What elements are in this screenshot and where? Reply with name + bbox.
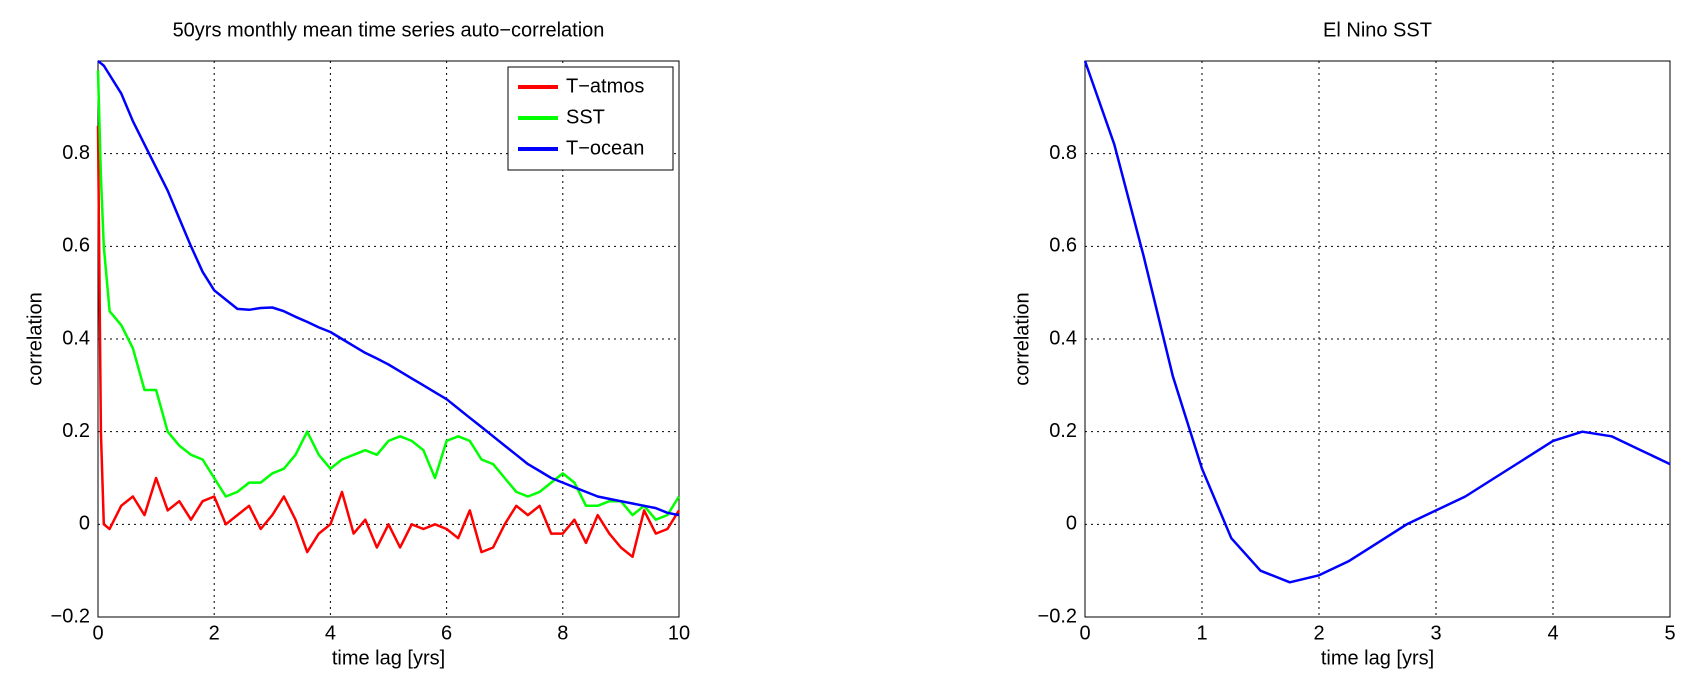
- x-tick-label: 1: [1196, 622, 1207, 644]
- x-axis-label: time lag [yrs]: [1321, 647, 1434, 669]
- series-line: [96, 125, 681, 559]
- chart-title: 50yrs monthly mean time series auto−corr…: [173, 19, 605, 41]
- y-tick-label: 0.6: [62, 235, 90, 257]
- y-tick-label: 0.2: [1049, 420, 1077, 442]
- x-tick-label: 5: [1664, 622, 1675, 644]
- y-tick-label: 0.4: [62, 327, 90, 349]
- y-axis-label: correlation: [24, 292, 46, 385]
- series-line: [1083, 60, 1671, 584]
- y-tick-label: 0.8: [62, 142, 90, 164]
- x-tick-label: 6: [441, 622, 452, 644]
- series-line: [97, 60, 680, 517]
- series-line: [96, 70, 681, 521]
- legend-label: T−ocean: [566, 137, 644, 159]
- legend-label: SST: [566, 106, 605, 128]
- chart-title: El Nino SST: [1323, 19, 1432, 41]
- axes-frame: [1084, 60, 1671, 618]
- y-axis-label: correlation: [1011, 292, 1033, 385]
- x-tick-label: 4: [1547, 622, 1558, 644]
- x-tick-label: 10: [668, 622, 690, 644]
- y-tick-label: 0.8: [1049, 142, 1077, 164]
- y-tick-label: 0: [79, 513, 90, 535]
- x-tick-label: 0: [1079, 622, 1090, 644]
- axes-frame: [97, 60, 680, 618]
- y-tick-label: 0.6: [1049, 235, 1077, 257]
- legend-label: T−atmos: [566, 75, 644, 97]
- plot-area: [1085, 61, 1670, 617]
- x-tick-label: 0: [92, 622, 103, 644]
- y-tick-label: 0.2: [62, 420, 90, 442]
- x-axis-label: time lag [yrs]: [332, 647, 445, 669]
- x-tick-label: 2: [209, 622, 220, 644]
- x-tick-label: 8: [557, 622, 568, 644]
- x-tick-label: 2: [1313, 622, 1324, 644]
- y-tick-label: −0.2: [51, 605, 90, 627]
- x-tick-label: 3: [1430, 622, 1441, 644]
- y-tick-label: 0.4: [1049, 327, 1077, 349]
- y-tick-label: 0: [1066, 513, 1077, 535]
- y-tick-label: −0.2: [1038, 605, 1077, 627]
- x-tick-label: 4: [325, 622, 336, 644]
